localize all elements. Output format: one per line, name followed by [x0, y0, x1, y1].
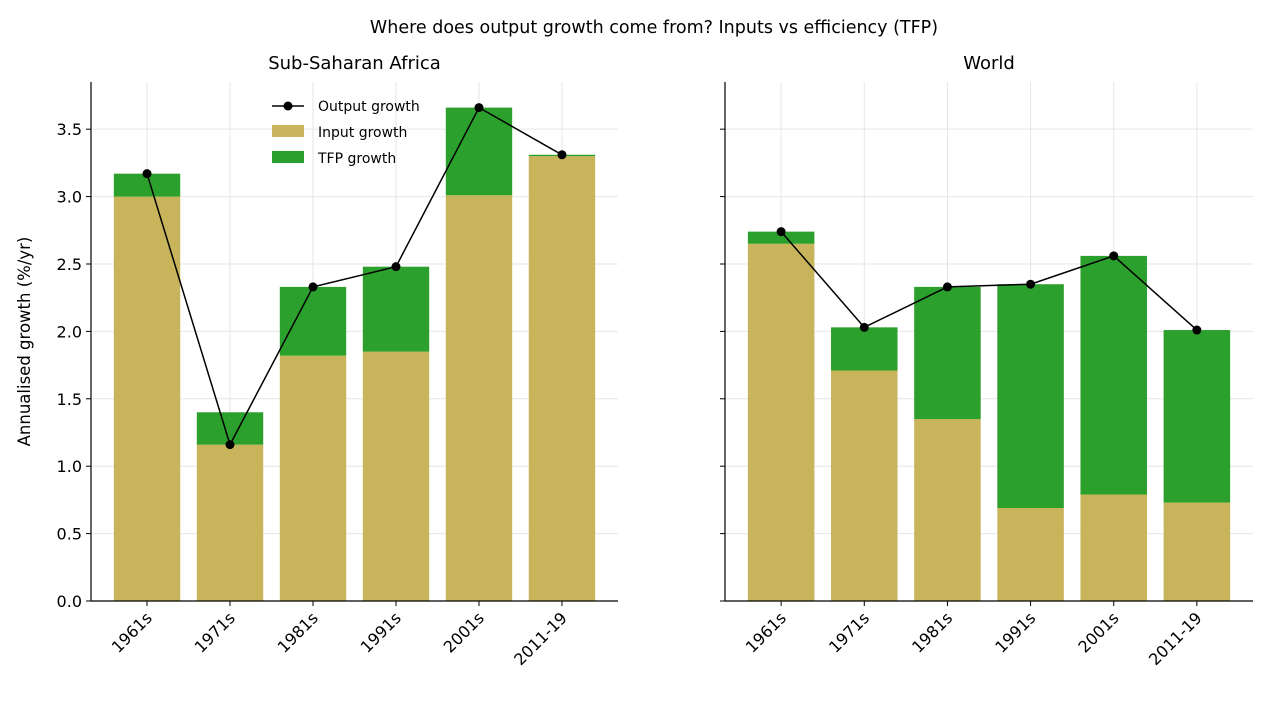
panel-title: World — [963, 53, 1015, 74]
bar-tfp-2011-19 — [1163, 330, 1231, 503]
legend-label-input: Input growth — [318, 125, 407, 141]
bar-input-1991s — [362, 351, 430, 601]
y-tick-label: 0.0 — [57, 592, 82, 611]
bar-input-1981s — [279, 355, 347, 601]
bar-input-1961s — [113, 196, 181, 601]
output-line — [146, 106, 563, 447]
bar-tfp-1991s — [362, 266, 430, 352]
legend-marker-output — [283, 101, 293, 111]
x-tick-label: 1981s — [908, 608, 956, 656]
output-line — [780, 231, 1198, 331]
y-tick-label: 2.0 — [57, 322, 82, 341]
output-point-1981s — [308, 282, 318, 292]
bar-input-2011-19 — [528, 156, 596, 601]
x-tick-label: 1981s — [274, 608, 322, 656]
bar-input-2011-19 — [1163, 502, 1231, 601]
output-point-1981s — [942, 282, 952, 292]
legend-swatch-tfp — [272, 151, 304, 163]
bar-tfp-1981s — [914, 286, 981, 420]
bar-input-1981s — [914, 419, 981, 601]
x-tick-label: 1961s — [108, 608, 156, 656]
y-tick-label: 3.5 — [57, 120, 82, 139]
bar-input-2001s — [1080, 494, 1147, 601]
output-point-1961s — [776, 227, 786, 237]
bar-input-1991s — [997, 507, 1064, 601]
output-point-2011-19 — [1192, 325, 1202, 335]
x-tick-label: 1971s — [191, 608, 239, 656]
panel-world: 1961s 1971s 1981s 1991s 2001s 2011-19 World — [720, 53, 1253, 669]
output-point-1961s — [142, 169, 152, 179]
x-tick-label: 1991s — [357, 608, 405, 656]
figure-title: Where does output growth come from? Inpu… — [370, 18, 938, 38]
bar-tfp-1981s — [279, 286, 347, 356]
output-point-1971s — [225, 440, 235, 450]
x-tick-label: 1961s — [742, 608, 790, 656]
output-point-1991s — [1026, 279, 1036, 289]
y-tick-label: 1.5 — [57, 390, 82, 409]
x-tick-label: 2011-19 — [510, 608, 571, 669]
y-tick-label: 2.5 — [57, 255, 82, 274]
x-tick-label: 2001s — [440, 608, 488, 656]
bar-tfp-1961s — [113, 173, 181, 197]
bar-tfp-1991s — [997, 284, 1064, 508]
y-tick-label: 3.0 — [57, 188, 82, 207]
output-point-1971s — [859, 322, 869, 332]
y-tick-label: 1.0 — [57, 457, 82, 476]
bar-input-1971s — [196, 444, 264, 601]
y-axis-label: Annualised growth (%/yr) — [15, 237, 34, 447]
x-tick-label: 2001s — [1074, 608, 1122, 656]
x-tick-label: 2011-19 — [1145, 608, 1206, 669]
bar-input-2001s — [445, 195, 513, 601]
bar-tfp-1971s — [831, 327, 898, 371]
output-point-2011-19 — [557, 150, 567, 160]
x-tick-label: 1991s — [991, 608, 1039, 656]
bar-input-1961s — [747, 243, 815, 601]
bar-tfp-1971s — [196, 412, 264, 445]
bar-tfp-1961s — [747, 231, 815, 244]
output-point-2001s — [1109, 251, 1119, 261]
legend: Output growth Input growth TFP growth — [272, 99, 420, 167]
bar-tfp-2001s — [1080, 255, 1147, 495]
bar-input-1971s — [831, 370, 898, 601]
output-point-2001s — [474, 103, 484, 113]
output-point-1991s — [391, 262, 401, 272]
y-tick-label: 0.5 — [57, 525, 82, 544]
legend-label-output: Output growth — [318, 99, 420, 115]
legend-swatch-input — [272, 125, 304, 137]
panel-title: Sub-Saharan Africa — [268, 53, 441, 74]
legend-label-tfp: TFP growth — [317, 151, 396, 167]
x-tick-label: 1971s — [825, 608, 873, 656]
panel-ssa: 0.0 0.5 1.0 1.5 2.0 2.5 3.0 3.5 1961s 1971s 1981s 1… — [15, 53, 618, 669]
